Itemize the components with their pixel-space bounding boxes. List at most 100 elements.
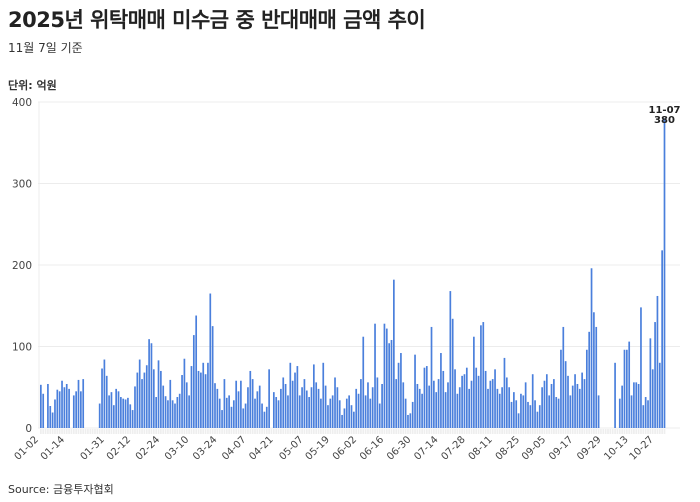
bar <box>105 375 108 428</box>
bar <box>127 397 129 428</box>
bar <box>152 369 155 428</box>
bar <box>141 379 143 428</box>
bar <box>202 362 205 428</box>
annotation-date: 11-07 <box>649 105 681 116</box>
bar <box>54 399 56 428</box>
bar <box>376 377 379 428</box>
bar <box>651 369 654 428</box>
bar <box>150 343 153 428</box>
bar <box>345 398 348 428</box>
x-tick-label: 10-13 <box>602 434 630 462</box>
bar <box>223 379 226 428</box>
bar <box>550 383 553 428</box>
bar <box>305 390 308 428</box>
bar <box>214 383 216 428</box>
bar <box>574 374 576 428</box>
bar <box>635 382 638 428</box>
bar <box>164 396 167 428</box>
y-tick-label: 400 <box>12 97 32 109</box>
bar <box>272 392 275 428</box>
bar <box>576 383 579 428</box>
source-note: Source: 금융투자협회 <box>8 483 114 496</box>
bar-series <box>40 118 666 434</box>
bar <box>637 383 640 428</box>
bar <box>258 385 261 428</box>
bar <box>642 405 645 428</box>
bar <box>77 379 80 428</box>
bar <box>324 385 327 428</box>
bar <box>68 388 70 428</box>
bar <box>371 387 374 428</box>
bar <box>178 393 181 428</box>
bar <box>98 403 101 428</box>
bar <box>489 380 492 428</box>
bar <box>663 118 666 429</box>
bar <box>101 368 103 428</box>
bar <box>647 400 649 428</box>
bar <box>623 349 626 428</box>
bar <box>336 387 339 428</box>
bar <box>157 360 160 428</box>
bar <box>265 406 268 428</box>
bar <box>548 395 551 428</box>
bar <box>134 386 136 428</box>
x-tick-label: 08-11 <box>467 434 495 462</box>
bar <box>209 293 212 428</box>
bar <box>564 361 567 428</box>
bar <box>461 375 463 428</box>
bar <box>310 387 313 428</box>
bar <box>261 403 263 428</box>
bar <box>625 349 628 428</box>
bar <box>661 250 663 428</box>
bar <box>541 387 543 428</box>
bar <box>63 387 66 428</box>
bar <box>395 379 398 428</box>
bar <box>381 383 383 428</box>
bar <box>400 353 402 428</box>
bar <box>355 388 358 428</box>
bar <box>628 341 631 428</box>
bar <box>433 380 435 428</box>
bar <box>369 398 372 428</box>
bar <box>494 369 496 428</box>
bar <box>421 393 423 428</box>
x-tick-label: 05-07 <box>277 434 305 462</box>
bar <box>294 372 296 428</box>
bar <box>289 362 292 428</box>
x-tick-label: 06-30 <box>385 434 413 462</box>
bar <box>230 406 233 428</box>
x-tick-label: 04-07 <box>220 434 248 462</box>
bar <box>211 326 214 428</box>
bar <box>190 366 193 428</box>
bar <box>315 382 318 428</box>
bar <box>416 383 419 428</box>
bar <box>136 372 139 428</box>
bar <box>256 391 259 428</box>
bar <box>312 364 315 428</box>
bar <box>545 374 548 428</box>
bar <box>529 405 532 428</box>
bar <box>174 403 176 428</box>
bar <box>501 387 503 428</box>
bar <box>557 398 560 428</box>
bar <box>317 388 320 428</box>
bar <box>520 393 522 428</box>
bar <box>308 397 310 428</box>
bar <box>553 379 555 428</box>
bar <box>280 388 282 428</box>
bar <box>428 385 431 428</box>
y-tick-label: 200 <box>12 260 32 272</box>
chart-title: 2025년 위탁매매 미수금 중 반대매매 금액 추이 <box>8 8 426 32</box>
bar <box>390 339 393 428</box>
bar <box>654 322 656 428</box>
bar <box>207 362 209 428</box>
bar <box>451 318 454 428</box>
bar <box>338 400 341 428</box>
bar <box>442 370 445 428</box>
bar <box>58 391 61 428</box>
y-tick-label: 0 <box>25 423 32 435</box>
bar <box>42 393 45 428</box>
bar <box>430 326 433 428</box>
bar <box>237 391 240 428</box>
bar <box>143 372 146 428</box>
